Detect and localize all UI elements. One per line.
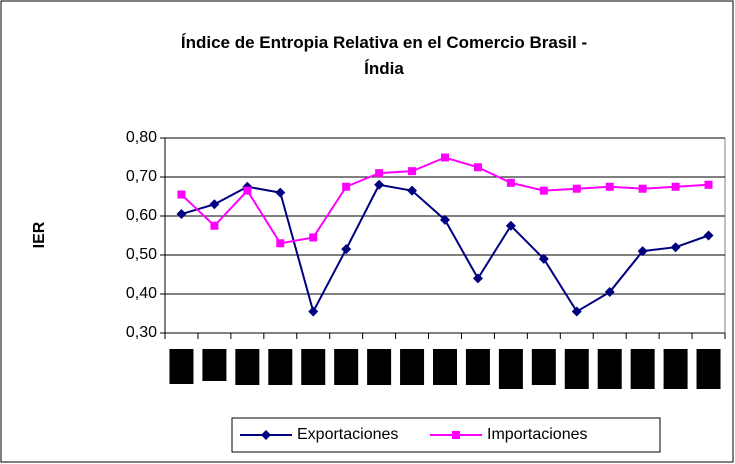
redacted-label (498, 349, 523, 389)
data-point (539, 186, 548, 195)
data-point (408, 167, 417, 176)
data-point (342, 182, 351, 191)
data-point (670, 242, 681, 253)
data-point (571, 306, 582, 317)
data-point (637, 246, 648, 257)
data-point (704, 180, 713, 189)
data-point (605, 182, 614, 191)
redacted-label (367, 349, 392, 385)
data-point (703, 230, 714, 241)
redacted-label (169, 349, 194, 384)
data-point (505, 220, 516, 231)
redacted-label (696, 349, 721, 389)
data-point (374, 179, 385, 190)
y-tick-label: 0,30 (126, 324, 157, 341)
data-point (243, 186, 252, 195)
plot-area (164, 137, 726, 334)
y-tick-label: 0,70 (126, 168, 157, 185)
redacted-label (400, 349, 425, 385)
data-point (375, 169, 384, 178)
data-point (473, 163, 482, 172)
chart-title: Índice de Entropia Relativa en el Comerc… (180, 33, 588, 78)
data-point (209, 199, 220, 210)
data-point (177, 190, 186, 199)
y-tick-label: 0,80 (126, 129, 157, 146)
data-point (341, 244, 352, 255)
data-point (440, 214, 450, 225)
y-axis-label: IER (31, 221, 48, 248)
redacted-label (465, 349, 490, 385)
data-point (176, 209, 187, 220)
data-point (210, 221, 219, 230)
y-tick-label: 0,50 (126, 246, 157, 263)
data-point (407, 185, 418, 196)
y-tick-label: 0,60 (126, 207, 157, 224)
data-point (309, 233, 318, 242)
data-point (472, 273, 483, 284)
data-point (441, 153, 449, 162)
legend-label: Exportaciones (297, 426, 398, 443)
redacted-label (531, 349, 556, 385)
data-point (572, 184, 581, 193)
redacted-label (235, 349, 260, 385)
redacted-label (663, 349, 688, 389)
redacted-label (630, 349, 655, 389)
data-point (506, 178, 515, 187)
data-point (538, 253, 549, 264)
redacted-label (268, 349, 293, 385)
redacted-label (597, 349, 622, 389)
legend-marker (261, 430, 271, 440)
data-point (638, 184, 647, 193)
redacted-label (334, 349, 359, 385)
redacted-label (202, 349, 227, 381)
data-point (308, 306, 319, 317)
data-point (275, 187, 286, 198)
y-tick-label: 0,40 (126, 285, 157, 302)
data-point (276, 239, 285, 248)
redacted-label (433, 349, 457, 385)
redacted-label (564, 349, 589, 389)
legend-label: Importaciones (487, 426, 588, 443)
data-point (604, 287, 615, 298)
redacted-label (301, 349, 326, 385)
legend-marker (452, 431, 460, 439)
data-point (671, 182, 680, 191)
